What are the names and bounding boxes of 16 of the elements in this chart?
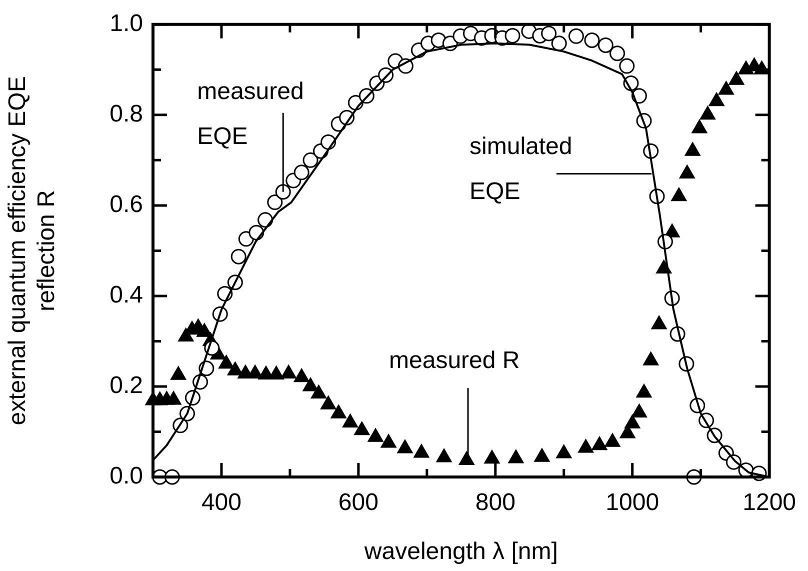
- x-tick-label: 600: [338, 489, 378, 516]
- y-tick-label: 0.4: [110, 282, 143, 309]
- y-axis-title: external quantum efficiency EQE reflection R: [4, 76, 60, 426]
- x-tick-label: 400: [201, 489, 242, 516]
- annotation: simulated EQE: [470, 132, 572, 205]
- x-tick-label: 1200: [742, 489, 796, 516]
- y-tick-label: 0.8: [110, 100, 143, 128]
- y-tick-label: 0.2: [110, 372, 143, 400]
- x-tick-label: 1000: [606, 489, 660, 516]
- y-tick-label: 1.0: [110, 10, 143, 38]
- annotation: measured EQE: [197, 78, 304, 150]
- y-tick-label: 0.6: [110, 191, 143, 218]
- x-tick-label: 800: [475, 489, 516, 516]
- x-axis-title: wavelength λ [nm]: [363, 538, 558, 566]
- annotation: measured R: [389, 347, 520, 374]
- y-tick-label: 0.0: [110, 462, 143, 490]
